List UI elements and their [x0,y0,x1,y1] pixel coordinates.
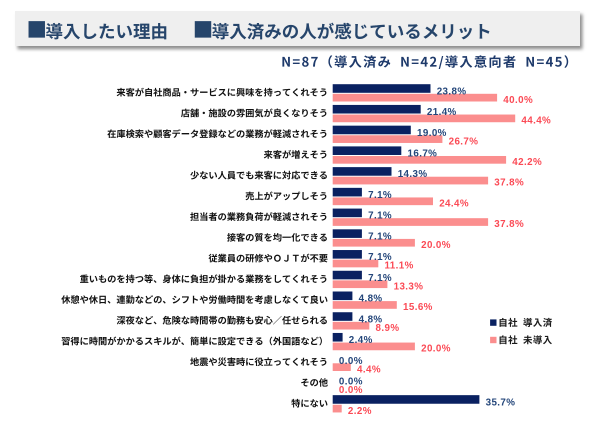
svg-text:21.4%: 21.4% [427,107,457,118]
svg-text:7.1%: 7.1% [368,211,392,222]
svg-text:2.4%: 2.4% [349,335,373,346]
svg-text:4.4%: 4.4% [357,364,381,375]
svg-text:4.8%: 4.8% [359,314,383,325]
svg-text:7.1%: 7.1% [368,190,392,201]
svg-text:35.7%: 35.7% [486,397,516,408]
svg-text:2.2%: 2.2% [348,406,372,417]
svg-text:8.9%: 8.9% [376,323,400,334]
svg-text:0.0%: 0.0% [339,377,363,388]
svg-text:16.7%: 16.7% [408,148,438,159]
svg-text:44.4%: 44.4% [521,116,551,127]
svg-text:37.8%: 37.8% [494,178,524,189]
svg-text:11.1%: 11.1% [385,261,414,272]
svg-text:23.8%: 23.8% [437,86,467,97]
svg-text:0.0%: 0.0% [339,385,363,396]
svg-text:7.1%: 7.1% [368,252,392,263]
svg-text:13.3%: 13.3% [394,281,424,292]
svg-text:40.0%: 40.0% [503,95,533,106]
svg-text:7.1%: 7.1% [368,231,392,242]
svg-text:0.0%: 0.0% [339,356,363,367]
svg-text:14.3%: 14.3% [398,169,428,180]
svg-text:26.7%: 26.7% [449,136,479,147]
svg-text:24.4%: 24.4% [439,198,469,209]
svg-text:20.0%: 20.0% [421,240,451,251]
svg-text:20.0%: 20.0% [421,344,451,355]
svg-text:42.2%: 42.2% [512,157,542,168]
svg-text:4.8%: 4.8% [359,294,383,305]
svg-text:7.1%: 7.1% [368,273,392,284]
svg-text:37.8%: 37.8% [494,219,524,230]
svg-text:15.6%: 15.6% [403,302,433,313]
svg-text:19.0%: 19.0% [417,128,447,139]
